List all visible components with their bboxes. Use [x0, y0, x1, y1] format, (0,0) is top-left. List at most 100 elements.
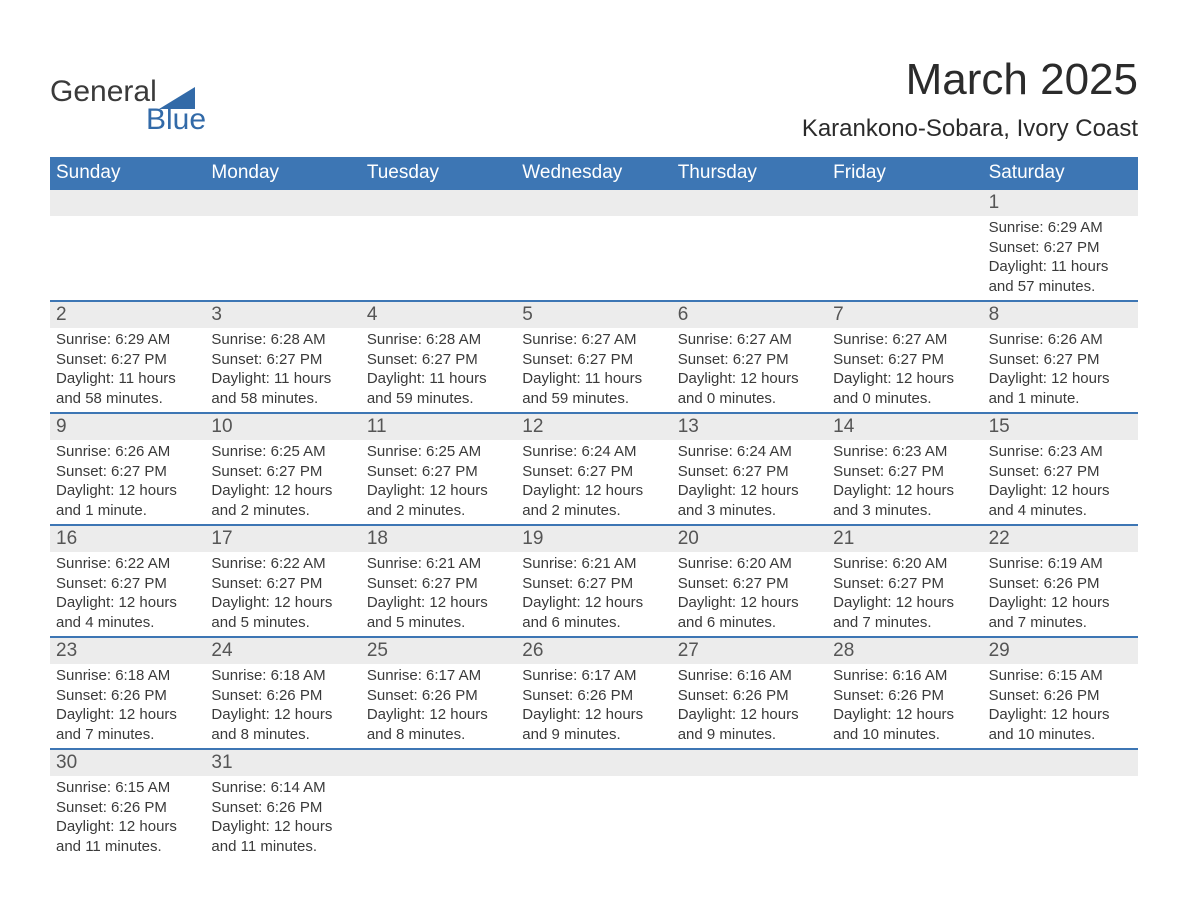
- daylight-text: Daylight: 11 hours and 58 minutes.: [56, 369, 199, 408]
- day-number: [50, 190, 205, 216]
- sunset-text: Sunset: 6:26 PM: [56, 798, 199, 818]
- sunset-text: Sunset: 6:26 PM: [367, 686, 510, 706]
- day-number: 22: [983, 526, 1138, 552]
- sunset-text: Sunset: 6:27 PM: [522, 462, 665, 482]
- sunrise-text: Sunrise: 6:27 AM: [522, 330, 665, 350]
- daylight-text: Daylight: 12 hours and 0 minutes.: [833, 369, 976, 408]
- dow-friday: Friday: [827, 157, 982, 190]
- day-number: [827, 750, 982, 776]
- dow-saturday: Saturday: [983, 157, 1138, 190]
- day-details: Sunrise: 6:19 AMSunset: 6:26 PMDaylight:…: [983, 552, 1138, 636]
- day-details: Sunrise: 6:14 AMSunset: 6:26 PMDaylight:…: [205, 776, 360, 860]
- sunset-text: Sunset: 6:27 PM: [989, 462, 1132, 482]
- daylight-text: Daylight: 12 hours and 0 minutes.: [678, 369, 821, 408]
- sunrise-text: Sunrise: 6:14 AM: [211, 778, 354, 798]
- day-number: 14: [827, 414, 982, 440]
- day-details: Sunrise: 6:21 AMSunset: 6:27 PMDaylight:…: [516, 552, 671, 636]
- day-details: [672, 776, 827, 860]
- daynum-row: 1: [50, 190, 1138, 216]
- day-number: 16: [50, 526, 205, 552]
- day-details: [827, 776, 982, 860]
- sunrise-text: Sunrise: 6:21 AM: [367, 554, 510, 574]
- day-number: 8: [983, 302, 1138, 328]
- day-details: Sunrise: 6:28 AMSunset: 6:27 PMDaylight:…: [205, 328, 360, 412]
- sunrise-text: Sunrise: 6:25 AM: [211, 442, 354, 462]
- content-row: Sunrise: 6:15 AMSunset: 6:26 PMDaylight:…: [50, 776, 1138, 860]
- day-details: [516, 776, 671, 860]
- sunrise-text: Sunrise: 6:25 AM: [367, 442, 510, 462]
- day-number: [361, 190, 516, 216]
- content-row: Sunrise: 6:29 AMSunset: 6:27 PMDaylight:…: [50, 216, 1138, 300]
- day-details: Sunrise: 6:25 AMSunset: 6:27 PMDaylight:…: [361, 440, 516, 524]
- sunset-text: Sunset: 6:26 PM: [989, 574, 1132, 594]
- sunset-text: Sunset: 6:27 PM: [833, 350, 976, 370]
- day-number: [516, 750, 671, 776]
- sunset-text: Sunset: 6:27 PM: [989, 350, 1132, 370]
- day-number: [672, 750, 827, 776]
- day-number: [516, 190, 671, 216]
- day-details: [361, 776, 516, 860]
- day-details: Sunrise: 6:28 AMSunset: 6:27 PMDaylight:…: [361, 328, 516, 412]
- day-number: 24: [205, 638, 360, 664]
- sunrise-text: Sunrise: 6:20 AM: [678, 554, 821, 574]
- sunrise-text: Sunrise: 6:18 AM: [56, 666, 199, 686]
- daylight-text: Daylight: 11 hours and 59 minutes.: [367, 369, 510, 408]
- day-number: 3: [205, 302, 360, 328]
- daylight-text: Daylight: 11 hours and 58 minutes.: [211, 369, 354, 408]
- day-details: Sunrise: 6:18 AMSunset: 6:26 PMDaylight:…: [50, 664, 205, 748]
- day-details: Sunrise: 6:21 AMSunset: 6:27 PMDaylight:…: [361, 552, 516, 636]
- day-number: 1: [983, 190, 1138, 216]
- day-number: 5: [516, 302, 671, 328]
- sunset-text: Sunset: 6:26 PM: [833, 686, 976, 706]
- calendar-week: 1Sunrise: 6:29 AMSunset: 6:27 PMDaylight…: [50, 190, 1138, 300]
- day-number: [672, 190, 827, 216]
- sunrise-text: Sunrise: 6:17 AM: [522, 666, 665, 686]
- day-number: 12: [516, 414, 671, 440]
- day-number: 19: [516, 526, 671, 552]
- daylight-text: Daylight: 12 hours and 5 minutes.: [211, 593, 354, 632]
- calendar-week: 3031Sunrise: 6:15 AMSunset: 6:26 PMDayli…: [50, 748, 1138, 860]
- daylight-text: Daylight: 12 hours and 6 minutes.: [522, 593, 665, 632]
- day-details: Sunrise: 6:20 AMSunset: 6:27 PMDaylight:…: [672, 552, 827, 636]
- sunset-text: Sunset: 6:27 PM: [56, 350, 199, 370]
- content-row: Sunrise: 6:26 AMSunset: 6:27 PMDaylight:…: [50, 440, 1138, 524]
- dow-monday: Monday: [205, 157, 360, 190]
- day-number: 26: [516, 638, 671, 664]
- daylight-text: Daylight: 12 hours and 3 minutes.: [833, 481, 976, 520]
- sunrise-text: Sunrise: 6:15 AM: [56, 778, 199, 798]
- sunrise-text: Sunrise: 6:28 AM: [211, 330, 354, 350]
- daylight-text: Daylight: 12 hours and 7 minutes.: [989, 593, 1132, 632]
- day-details: Sunrise: 6:29 AMSunset: 6:27 PMDaylight:…: [983, 216, 1138, 300]
- daylight-text: Daylight: 12 hours and 1 minute.: [56, 481, 199, 520]
- content-row: Sunrise: 6:29 AMSunset: 6:27 PMDaylight:…: [50, 328, 1138, 412]
- daylight-text: Daylight: 12 hours and 11 minutes.: [56, 817, 199, 856]
- sunrise-text: Sunrise: 6:16 AM: [833, 666, 976, 686]
- daynum-row: 2345678: [50, 302, 1138, 328]
- daylight-text: Daylight: 12 hours and 10 minutes.: [989, 705, 1132, 744]
- calendar-week: 9101112131415Sunrise: 6:26 AMSunset: 6:2…: [50, 412, 1138, 524]
- logo-word-general: General: [50, 75, 157, 109]
- content-row: Sunrise: 6:18 AMSunset: 6:26 PMDaylight:…: [50, 664, 1138, 748]
- day-number: 31: [205, 750, 360, 776]
- sunset-text: Sunset: 6:27 PM: [211, 462, 354, 482]
- daylight-text: Daylight: 12 hours and 11 minutes.: [211, 817, 354, 856]
- sunset-text: Sunset: 6:27 PM: [56, 574, 199, 594]
- daylight-text: Daylight: 12 hours and 7 minutes.: [833, 593, 976, 632]
- brand-logo: General Blue: [50, 75, 206, 137]
- calendar-header-row: Sunday Monday Tuesday Wednesday Thursday…: [50, 157, 1138, 190]
- sunrise-text: Sunrise: 6:16 AM: [678, 666, 821, 686]
- daylight-text: Daylight: 12 hours and 8 minutes.: [367, 705, 510, 744]
- day-details: Sunrise: 6:18 AMSunset: 6:26 PMDaylight:…: [205, 664, 360, 748]
- sunset-text: Sunset: 6:27 PM: [367, 462, 510, 482]
- day-details: [827, 216, 982, 300]
- sunrise-text: Sunrise: 6:26 AM: [989, 330, 1132, 350]
- day-details: Sunrise: 6:15 AMSunset: 6:26 PMDaylight:…: [50, 776, 205, 860]
- sunset-text: Sunset: 6:27 PM: [367, 574, 510, 594]
- day-details: [983, 776, 1138, 860]
- day-details: Sunrise: 6:26 AMSunset: 6:27 PMDaylight:…: [50, 440, 205, 524]
- daylight-text: Daylight: 12 hours and 3 minutes.: [678, 481, 821, 520]
- day-number: 18: [361, 526, 516, 552]
- sunrise-text: Sunrise: 6:18 AM: [211, 666, 354, 686]
- day-number: 13: [672, 414, 827, 440]
- day-details: Sunrise: 6:29 AMSunset: 6:27 PMDaylight:…: [50, 328, 205, 412]
